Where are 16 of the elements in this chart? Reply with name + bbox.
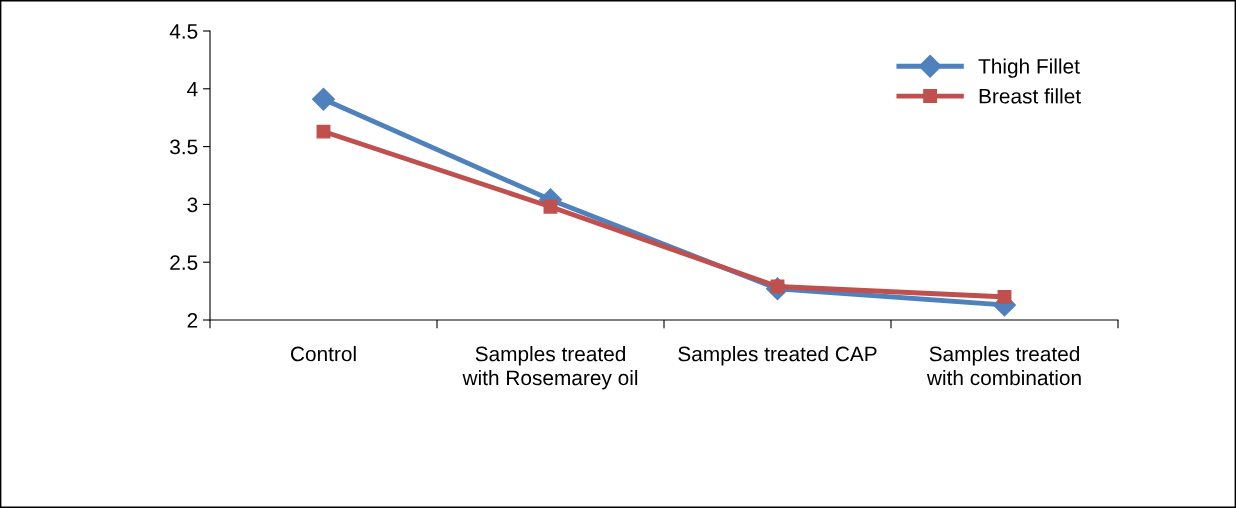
point — [312, 87, 335, 111]
y-tick-label: 3 — [187, 197, 198, 213]
point — [543, 199, 558, 214]
x-tick-label: Samples treated with combination — [926, 346, 1081, 386]
x-tick-label: Samples treated CAP — [678, 346, 877, 366]
x-tick-label: Control — [290, 346, 356, 362]
x-tick-label: Samples treated with Rosemarey oil — [462, 346, 638, 390]
y-tick-label: 2.5 — [170, 255, 198, 270]
legend-label: Thigh Fillet — [978, 58, 1080, 78]
legend-label: Breast fillet — [979, 88, 1081, 104]
y-tick-label: 2 — [187, 313, 198, 328]
y-tick-label: 4 — [187, 82, 198, 97]
y-tick-label: 4.5 — [169, 24, 198, 39]
y-tick-label: 3.5 — [170, 139, 198, 155]
point — [316, 124, 331, 139]
point — [997, 289, 1012, 304]
